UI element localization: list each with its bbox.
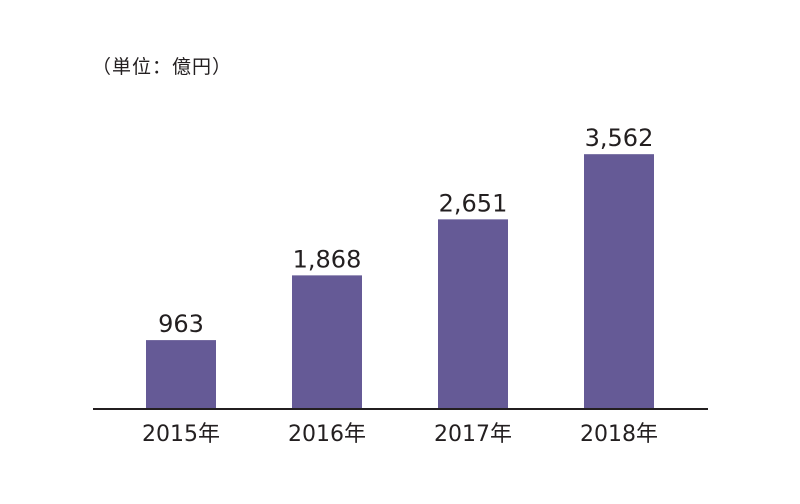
category-label: 2017年 xyxy=(434,422,512,447)
category-label: 2015年 xyxy=(142,422,220,447)
category-label: 2016年 xyxy=(288,422,366,447)
category-label: 2018年 xyxy=(580,422,658,447)
bar-2016年 xyxy=(292,275,362,409)
bar-2017年 xyxy=(438,219,508,409)
value-label: 963 xyxy=(158,310,204,338)
bar-2018年 xyxy=(584,154,654,409)
value-label: 2,651 xyxy=(439,189,508,217)
value-label: 1,868 xyxy=(293,245,362,273)
bar-2015年 xyxy=(146,340,216,409)
unit-label: （単位：億円） xyxy=(92,56,233,78)
value-label: 3,562 xyxy=(585,124,654,152)
